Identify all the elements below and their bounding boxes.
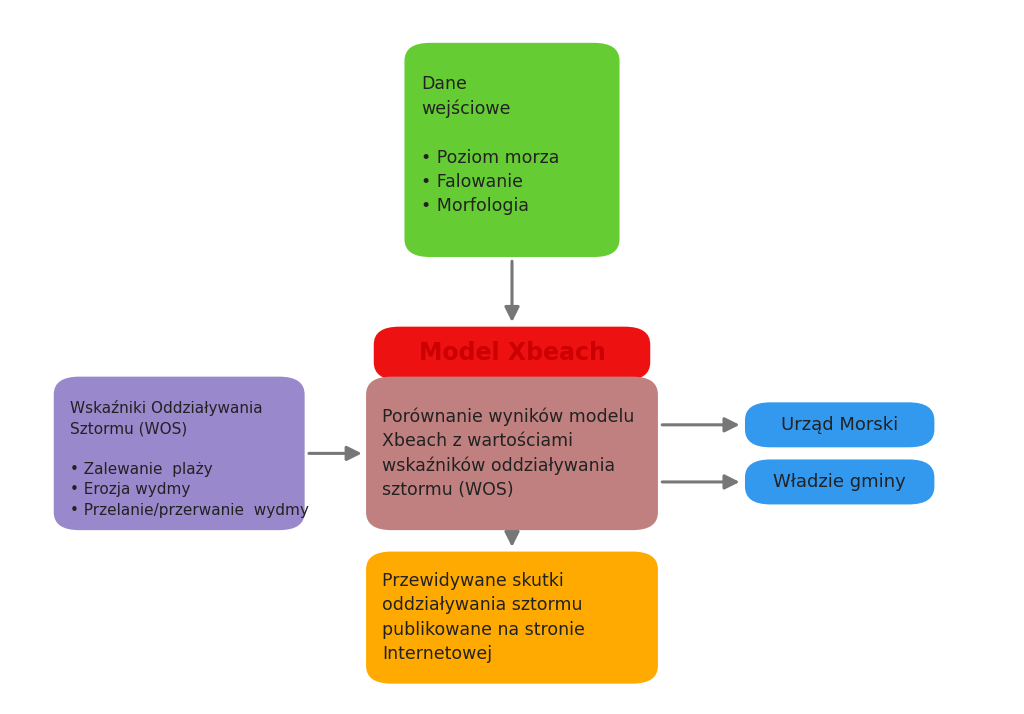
Text: Dane
wejściowe

• Poziom morza
• Falowanie
• Morfologia: Dane wejściowe • Poziom morza • Falowani… <box>421 75 559 215</box>
Text: Urząd Morski: Urząd Morski <box>781 416 898 434</box>
FancyBboxPatch shape <box>367 377 658 530</box>
FancyBboxPatch shape <box>404 43 620 257</box>
FancyBboxPatch shape <box>744 402 934 447</box>
Text: Model Xbeach: Model Xbeach <box>419 341 605 366</box>
Text: Porównanie wyników modelu
Xbeach z wartościami
wskaźników oddziaływania
sztormu : Porównanie wyników modelu Xbeach z warto… <box>383 407 635 500</box>
FancyBboxPatch shape <box>53 377 305 530</box>
Text: Wskaźniki Oddziaływania
Sztormu (WOS)

• Zalewanie  plaży
• Erozja wydmy
• Przel: Wskaźniki Oddziaływania Sztormu (WOS) • … <box>70 400 309 518</box>
Text: Władzie gminy: Władzie gminy <box>773 473 906 491</box>
FancyBboxPatch shape <box>744 460 934 504</box>
FancyBboxPatch shape <box>367 551 658 684</box>
Text: Przewidywane skutki
oddziaływania sztormu
publikowane na stronie
Internetowej: Przewidywane skutki oddziaływania sztorm… <box>383 572 586 663</box>
FancyBboxPatch shape <box>374 327 650 380</box>
